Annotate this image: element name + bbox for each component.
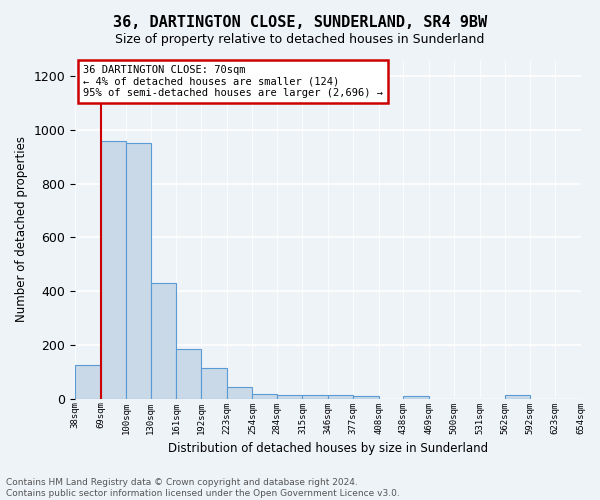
Text: Contains HM Land Registry data © Crown copyright and database right 2024.
Contai: Contains HM Land Registry data © Crown c… — [6, 478, 400, 498]
Text: Size of property relative to detached houses in Sunderland: Size of property relative to detached ho… — [115, 32, 485, 46]
Bar — [151, 283, 176, 399]
Bar — [75, 366, 101, 398]
Bar — [202, 368, 227, 398]
Bar — [302, 394, 328, 398]
Bar — [353, 396, 379, 398]
Bar — [227, 386, 253, 398]
Bar — [505, 396, 530, 398]
Bar — [277, 394, 302, 398]
Bar — [253, 394, 277, 398]
Bar — [403, 396, 429, 398]
Bar — [101, 140, 126, 398]
Bar — [126, 144, 151, 398]
X-axis label: Distribution of detached houses by size in Sunderland: Distribution of detached houses by size … — [168, 442, 488, 455]
Text: 36, DARTINGTON CLOSE, SUNDERLAND, SR4 9BW: 36, DARTINGTON CLOSE, SUNDERLAND, SR4 9B… — [113, 15, 487, 30]
Text: 36 DARTINGTON CLOSE: 70sqm
← 4% of detached houses are smaller (124)
95% of semi: 36 DARTINGTON CLOSE: 70sqm ← 4% of detac… — [83, 65, 383, 98]
Bar — [328, 394, 353, 398]
Bar — [176, 349, 202, 399]
Y-axis label: Number of detached properties: Number of detached properties — [15, 136, 28, 322]
